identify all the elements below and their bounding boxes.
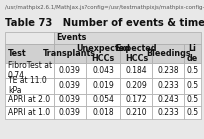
Bar [85, 44, 121, 63]
Bar [5, 78, 54, 94]
Bar [85, 106, 121, 119]
Bar [121, 106, 152, 119]
Text: Bleedings: Bleedings [146, 49, 191, 58]
Bar [85, 94, 121, 106]
Bar [5, 94, 54, 106]
Text: 0.054: 0.054 [92, 95, 114, 104]
Bar [85, 78, 121, 94]
Text: Events: Events [57, 33, 87, 43]
Text: 0.5: 0.5 [187, 95, 199, 104]
Bar [152, 106, 184, 119]
Bar [5, 63, 54, 78]
Bar [121, 63, 152, 78]
Bar [152, 94, 184, 106]
Bar [152, 44, 184, 63]
Bar [152, 78, 184, 94]
Text: 0.210: 0.210 [126, 108, 147, 117]
Text: 0.039: 0.039 [59, 95, 81, 104]
Bar [54, 94, 85, 106]
Text: Expected
HCCs: Expected HCCs [116, 44, 157, 63]
Text: 0.172: 0.172 [126, 95, 147, 104]
Bar [184, 44, 201, 63]
Bar [54, 78, 85, 94]
Bar [5, 44, 54, 63]
Text: 0.043: 0.043 [92, 66, 114, 75]
Bar [54, 32, 201, 44]
Bar [184, 78, 201, 94]
Text: 0.018: 0.018 [92, 108, 114, 117]
Bar [121, 44, 152, 63]
Bar [121, 78, 152, 94]
Text: 0.209: 0.209 [125, 81, 147, 90]
Text: Li
de: Li de [187, 44, 198, 63]
Text: 0.019: 0.019 [92, 81, 114, 90]
Text: APRI at 1.0: APRI at 1.0 [8, 108, 50, 117]
Text: TE at 11.0
kPa: TE at 11.0 kPa [8, 76, 47, 95]
Text: 0.5: 0.5 [187, 81, 199, 90]
Text: 0.039: 0.039 [59, 108, 81, 117]
Text: 0.243: 0.243 [157, 95, 179, 104]
Bar [5, 106, 54, 119]
Bar [184, 106, 201, 119]
Bar [85, 63, 121, 78]
Text: 0.5: 0.5 [187, 108, 199, 117]
Text: Transplants: Transplants [43, 49, 96, 58]
Bar [184, 94, 201, 106]
Text: 0.184: 0.184 [126, 66, 147, 75]
Bar [54, 106, 85, 119]
Bar [121, 94, 152, 106]
Text: Unexpected
HCCs: Unexpected HCCs [76, 44, 130, 63]
Text: 0.5: 0.5 [187, 66, 199, 75]
Text: 0.238: 0.238 [157, 66, 179, 75]
Text: 0.039: 0.039 [59, 81, 81, 90]
Text: Test: Test [8, 49, 27, 58]
Bar [152, 63, 184, 78]
Bar [54, 63, 85, 78]
Text: 0.233: 0.233 [157, 81, 179, 90]
Bar [54, 44, 85, 63]
Text: Table 73   Number of events & time spent in health states: Table 73 Number of events & time spent i… [5, 18, 204, 28]
Bar [184, 63, 201, 78]
Text: APRI at 2.0: APRI at 2.0 [8, 95, 50, 104]
Text: FibroTest at
0.74: FibroTest at 0.74 [8, 61, 52, 80]
Text: /usr/mathpix2.6.1/MathJax.js?config=/usr/testmathpixjs/mathpix-config-classic-3.: /usr/mathpix2.6.1/MathJax.js?config=/usr… [5, 6, 204, 11]
Text: 0.233: 0.233 [157, 108, 179, 117]
Text: 0.039: 0.039 [59, 66, 81, 75]
Bar [5, 32, 54, 44]
